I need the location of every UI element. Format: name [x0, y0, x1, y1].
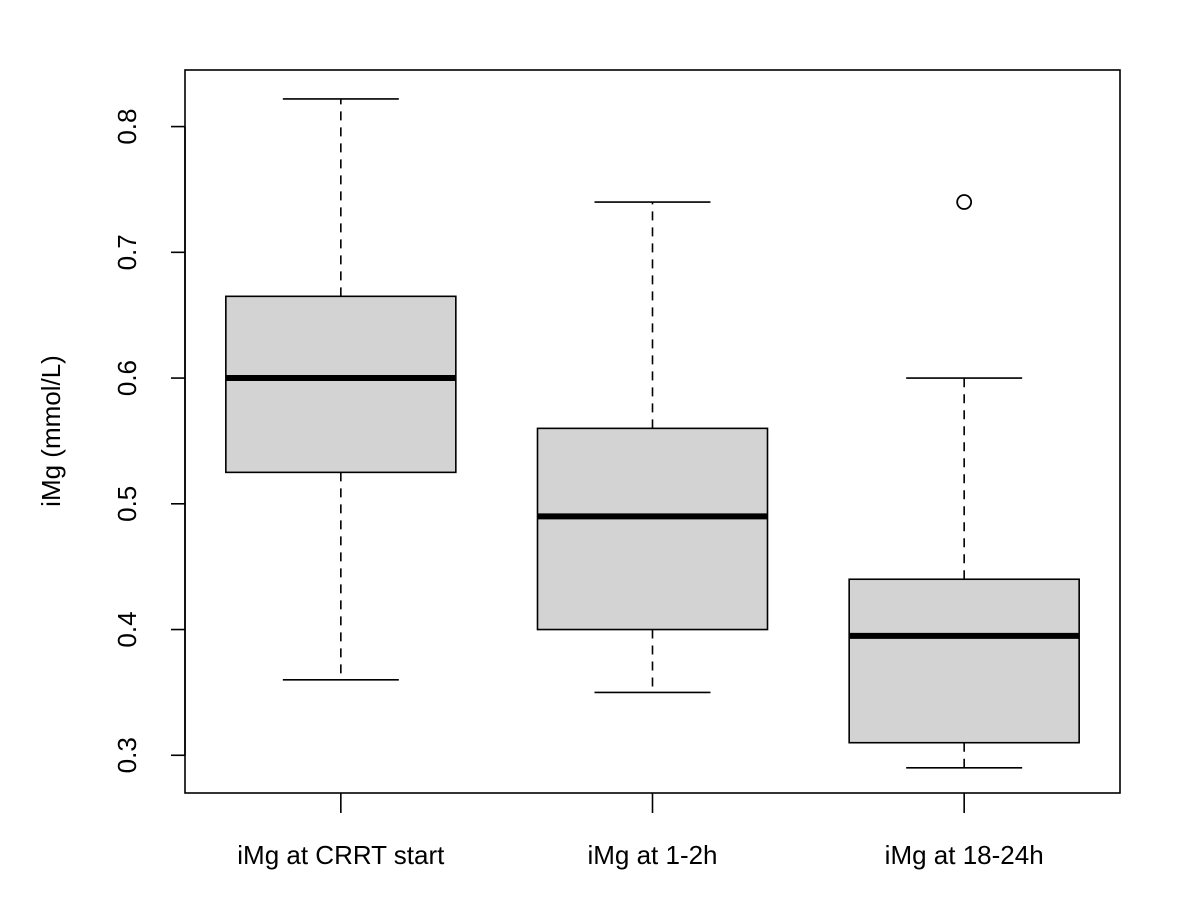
y-tick-label: 0.8	[112, 109, 142, 145]
iqr-box	[225, 295, 457, 474]
y-axis: 0.3 0.4 0.5 0.6 0.7 0.8	[112, 109, 186, 773]
y-tick-label: 0.3	[112, 737, 142, 773]
y-tick-label: 0.5	[112, 486, 142, 522]
x-axis: iMg at CRRT start iMg at 1-2h iMg at 18-24…	[237, 793, 1044, 870]
iqr-box	[536, 427, 769, 631]
box-group	[536, 201, 769, 694]
x-tick-label: iMg at CRRT start	[237, 840, 445, 870]
x-tick-label: iMg at 18-24h	[885, 840, 1044, 870]
y-axis-label: iMg (mmol/L)	[36, 355, 66, 507]
iqr-box	[848, 578, 1080, 744]
y-tick-label: 0.4	[112, 611, 142, 647]
x-tick-label: iMg at 1-2h	[587, 840, 717, 870]
outlier-point	[956, 194, 973, 210]
y-tick-label: 0.6	[112, 360, 142, 396]
box-group	[225, 98, 457, 681]
y-tick-label: 0.7	[112, 234, 142, 270]
box-series	[225, 98, 1080, 769]
box-group	[848, 194, 1080, 769]
